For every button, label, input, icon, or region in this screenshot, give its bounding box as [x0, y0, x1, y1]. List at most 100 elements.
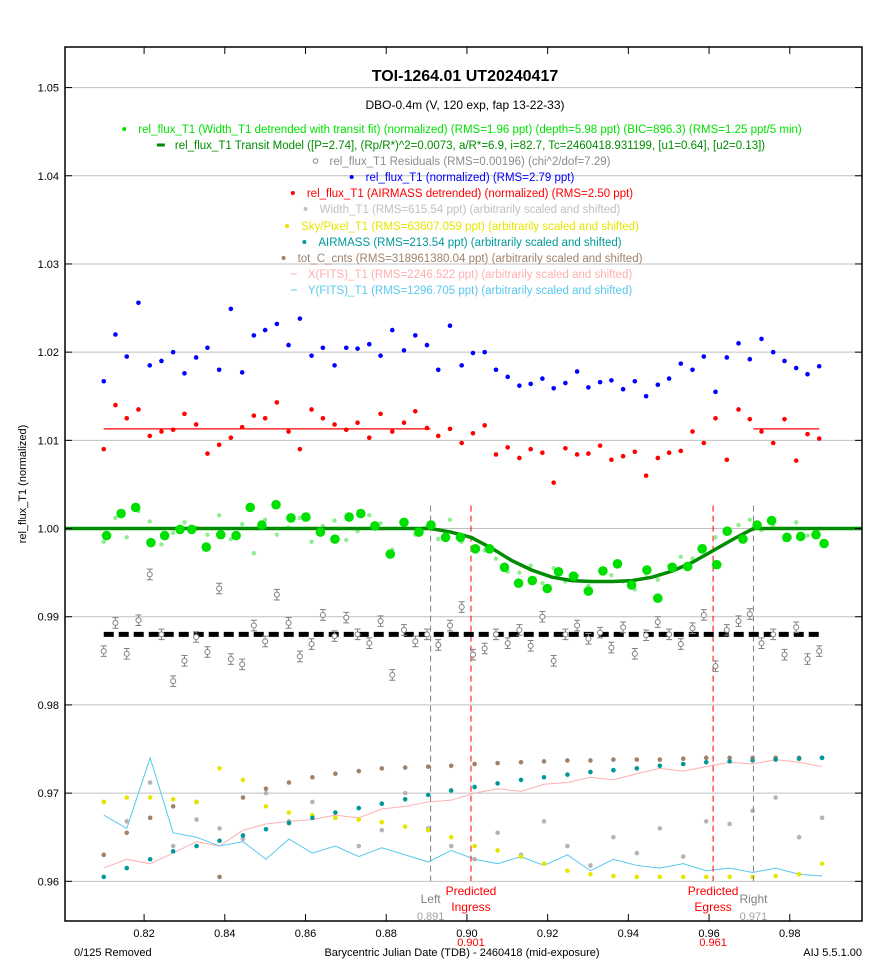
- residual-point: [539, 613, 546, 620]
- width-point: [634, 850, 640, 856]
- airmass-detrended-point: [713, 415, 718, 421]
- residual-point: [643, 632, 650, 639]
- binned-flux-point: [101, 530, 112, 541]
- sky-point: [518, 854, 524, 859]
- sky-point: [170, 796, 176, 802]
- airmass-point: [727, 759, 732, 764]
- airmass-point: [518, 777, 524, 783]
- binned-flux-point: [175, 524, 185, 535]
- airmass-point: [796, 756, 802, 762]
- residual-point: [170, 678, 177, 685]
- normalized-flux-point: [620, 386, 626, 392]
- airmass-point: [263, 826, 269, 832]
- binned-flux-point: [286, 513, 296, 523]
- residual-point: [758, 640, 765, 647]
- y-tick-label: 1.01: [38, 435, 59, 447]
- sky-point: [565, 868, 570, 874]
- residual-point: [550, 657, 557, 664]
- detrended-flux-point: [147, 519, 152, 524]
- detrended-flux-point: [367, 513, 372, 518]
- residual-point: [723, 626, 730, 633]
- airmass-detrended-point: [320, 415, 326, 421]
- airmass-detrended-point: [540, 450, 545, 455]
- airmass-detrended-point: [632, 449, 638, 455]
- transit-model-line: [65, 526, 862, 584]
- detrended-flux-point: [205, 532, 210, 537]
- x-tick-label: 0.98: [779, 928, 800, 940]
- residual-point: [158, 631, 165, 638]
- marker-label: Left: [421, 892, 442, 906]
- airmass-point: [194, 843, 199, 849]
- binned-flux-point: [527, 575, 538, 586]
- normalized-flux-point: [540, 376, 545, 381]
- normalized-flux-point: [563, 380, 568, 386]
- binned-flux-point: [231, 530, 241, 541]
- airmass-detrended-point: [482, 423, 487, 428]
- residual-point: [354, 631, 361, 638]
- normalized-flux-point: [690, 367, 695, 373]
- y-tick-label: 1.00: [38, 524, 59, 536]
- normalized-flux-point: [724, 355, 730, 360]
- x-tick-label: 0.84: [214, 928, 235, 940]
- normalized-flux-point: [655, 382, 661, 388]
- residual-point: [400, 626, 407, 633]
- tot-c-cnts-point: [333, 771, 338, 777]
- width-point: [680, 854, 686, 859]
- x-tick-label: 0.88: [376, 928, 397, 940]
- airmass-point: [703, 759, 709, 765]
- normalized-flux-point: [274, 321, 280, 327]
- removed-count: 0/125 Removed: [74, 947, 152, 959]
- residual-point: [112, 619, 119, 626]
- width-point: [541, 819, 547, 824]
- width-point: [657, 826, 663, 831]
- airmass-detrended-point: [597, 443, 603, 448]
- normalized-flux-point: [470, 350, 476, 356]
- binned-flux-point: [271, 499, 281, 510]
- x-tick-label: 0.94: [618, 928, 639, 940]
- binned-flux-point: [722, 526, 733, 536]
- width-point: [194, 817, 199, 822]
- airmass-detrended-point: [805, 431, 810, 437]
- sky-point: [703, 874, 709, 880]
- airmass-detrended-point: [159, 429, 164, 434]
- normalized-flux-point: [101, 378, 107, 384]
- main-series: [65, 300, 862, 687]
- auxiliary-series: [101, 755, 825, 880]
- airmass-detrended-point: [736, 407, 741, 412]
- airmass-point: [565, 772, 570, 777]
- sky-point: [495, 848, 500, 853]
- residual-point: [770, 631, 777, 638]
- marker-label-2: Egress: [694, 900, 731, 914]
- normalized-flux-point: [805, 371, 810, 377]
- airmass-detrended-point: [297, 446, 303, 452]
- legend-dot-icon: [302, 240, 307, 244]
- sky-point: [796, 871, 802, 877]
- binned-flux-point: [499, 562, 510, 573]
- airmass-detrended-point: [101, 446, 107, 452]
- residual-point: [804, 656, 811, 663]
- airmass-detrended-point: [793, 458, 799, 463]
- airmass-point: [379, 801, 385, 807]
- airmass-detrended-point: [690, 429, 695, 434]
- binned-flux-point: [315, 527, 326, 537]
- normalized-flux-point: [297, 316, 303, 321]
- tot-c-cnts-point: [495, 760, 500, 766]
- airmass-point: [356, 805, 362, 811]
- binned-flux-point: [146, 537, 156, 548]
- airmass-detrended-point: [701, 440, 707, 446]
- sky-point: [194, 799, 199, 805]
- normalized-flux-point: [424, 342, 430, 348]
- airmass-detrended-point: [170, 427, 176, 433]
- airmass-detrended-point: [262, 415, 268, 421]
- binned-flux-point: [568, 571, 579, 581]
- airmass-point: [333, 810, 338, 815]
- legend-entry: rel_flux_T1 (normalized) (RMS=2.79 ppt): [366, 172, 575, 184]
- detrended-flux-point: [655, 577, 661, 582]
- y-tick-label: 1.04: [38, 171, 59, 183]
- y-tick-label: 0.98: [38, 700, 59, 712]
- normalized-flux-point: [736, 341, 741, 346]
- width-point: [796, 834, 802, 840]
- normalized-flux-point: [782, 358, 787, 364]
- binned-flux-point: [344, 512, 354, 522]
- normalized-flux-point: [435, 367, 441, 373]
